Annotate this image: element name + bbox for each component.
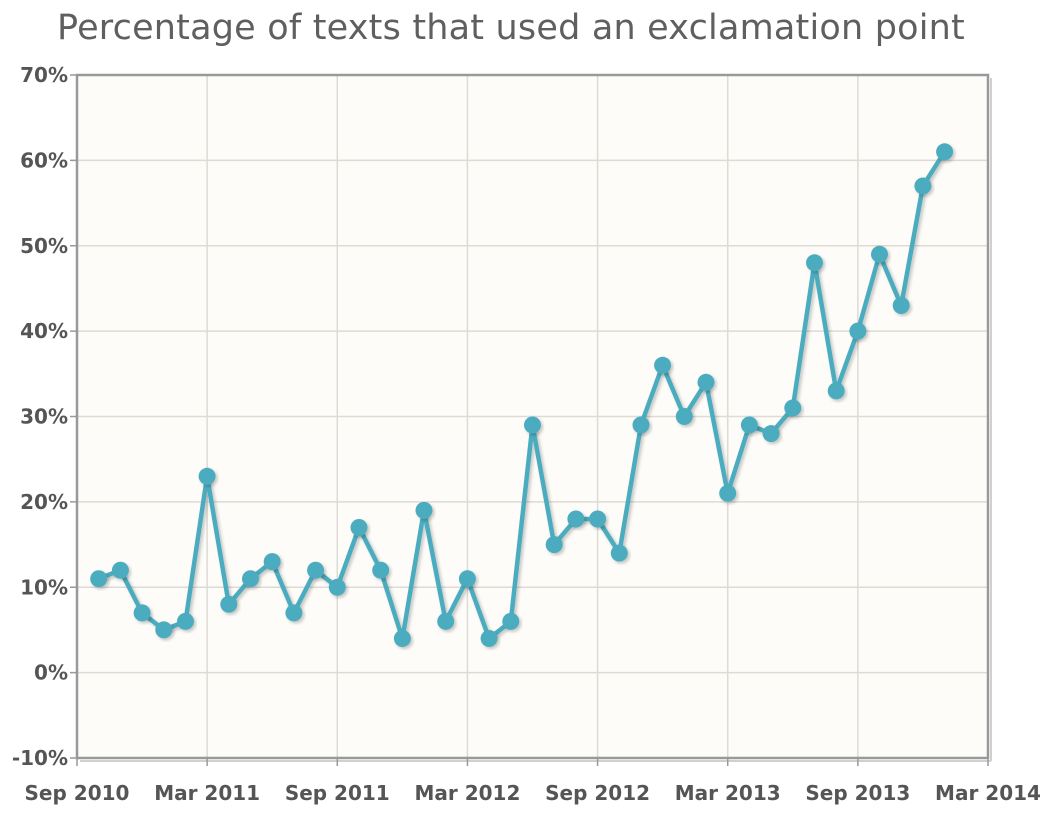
y-tick-label: 50% [20,234,68,258]
x-tick-label: Sep 2011 [285,781,390,805]
data-point [827,382,845,400]
y-axis-ticks: -10% 0% 10% 20% 30% 40% 50% 60% 70% [12,63,77,770]
chart-title: Percentage of texts that used an exclama… [57,8,965,48]
x-tick-label: Mar 2013 [675,781,781,805]
data-point [936,143,954,161]
data-point [263,553,281,571]
data-point [697,373,715,391]
y-tick-label: 60% [20,148,68,172]
data-point [589,510,607,528]
data-point [350,519,368,536]
data-point [502,612,520,630]
data-point [632,416,650,434]
data-point [90,570,108,588]
data-point [524,416,541,434]
y-tick-label: 30% [20,405,68,429]
data-point [849,322,867,340]
data-point [415,501,433,519]
data-point [567,510,585,528]
data-point [133,604,151,622]
data-point [892,297,910,314]
data-point [675,408,693,425]
x-axis-ticks: Sep 2010 Mar 2011 Sep 2011 Mar 2012 Sep 2012… [25,758,1041,805]
y-tick-label: 0% [34,661,68,685]
data-point [328,578,346,596]
data-point [784,399,802,417]
data-point [437,612,455,630]
data-point [610,544,628,562]
x-tick-label: Sep 2012 [545,781,650,805]
y-tick-label: 70% [20,63,68,87]
data-point [177,612,194,630]
data-point [307,561,325,579]
y-tick-label: 10% [20,575,68,599]
y-tick-label: 20% [20,490,68,514]
data-point [372,561,390,579]
data-point [242,570,259,588]
x-tick-label: Mar 2014 [935,781,1041,805]
data-point [806,254,823,272]
series-group [90,143,954,647]
series-line [97,150,947,641]
data-point [871,245,888,263]
data-point [285,604,303,622]
data-point [220,595,238,613]
data-point [155,621,173,639]
y-tick-label: -10% [12,746,68,770]
data-point [458,570,476,588]
x-tick-label: Mar 2011 [154,781,260,805]
x-tick-label: Sep 2010 [25,781,130,805]
x-tick-label: Sep 2013 [805,781,910,805]
data-point [198,467,216,485]
data-point [762,425,780,443]
data-point [654,356,672,374]
y-tick-label: 40% [20,319,68,343]
data-point [914,177,932,195]
data-point [393,630,411,647]
data-point [719,484,737,502]
data-point [545,536,563,554]
data-point [111,561,129,579]
data-point [480,630,498,647]
x-tick-label: Mar 2012 [414,781,520,805]
data-point [740,416,758,434]
